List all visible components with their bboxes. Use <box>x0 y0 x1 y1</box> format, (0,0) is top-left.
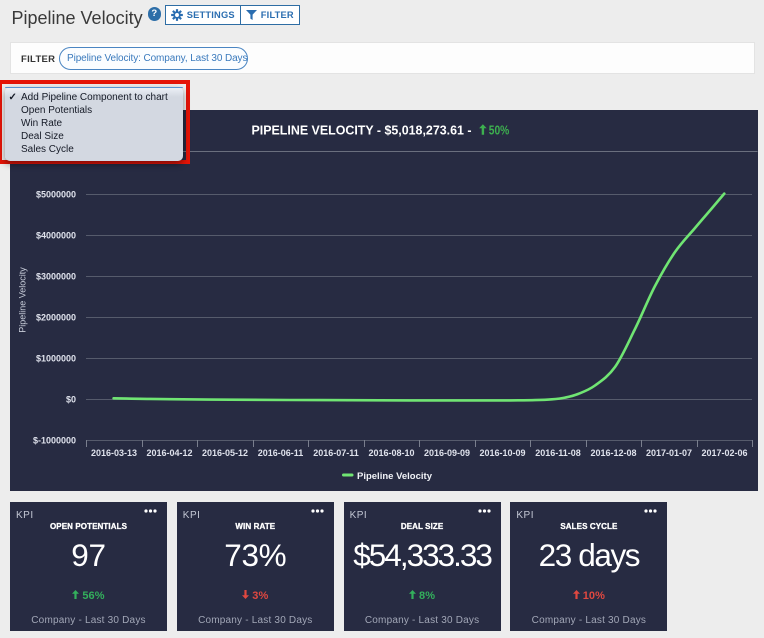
svg-text:2016-09-09: 2016-09-09 <box>424 448 470 458</box>
svg-text:$-1000000: $-1000000 <box>33 436 76 446</box>
svg-text:$0: $0 <box>66 395 76 405</box>
svg-text:2017-02-06: 2017-02-06 <box>701 448 747 458</box>
svg-text:Pipeline Velocity: Pipeline Velocity <box>18 267 28 333</box>
svg-text:$3000000: $3000000 <box>36 272 76 282</box>
svg-text:2017-01-07: 2017-01-07 <box>646 448 692 458</box>
svg-text:2016-03-13: 2016-03-13 <box>91 448 137 458</box>
svg-text:2016-06-11: 2016-06-11 <box>258 448 304 458</box>
svg-text:$1000000: $1000000 <box>36 354 76 364</box>
svg-text:2016-12-08: 2016-12-08 <box>590 448 636 458</box>
svg-text:$2000000: $2000000 <box>36 313 76 323</box>
svg-text:$5000000: $5000000 <box>36 190 76 200</box>
svg-text:2016-05-12: 2016-05-12 <box>202 448 248 458</box>
svg-text:2016-10-09: 2016-10-09 <box>479 448 525 458</box>
svg-text:2016-04-12: 2016-04-12 <box>146 448 192 458</box>
svg-text:$4000000: $4000000 <box>36 231 76 241</box>
svg-text:2016-08-10: 2016-08-10 <box>368 448 414 458</box>
svg-text:2016-07-11: 2016-07-11 <box>313 448 359 458</box>
svg-text:2016-11-08: 2016-11-08 <box>535 448 581 458</box>
svg-text:50%: 50% <box>489 124 510 138</box>
svg-text:Pipeline Velocity: Pipeline Velocity <box>357 471 433 482</box>
svg-text:PIPELINE VELOCITY - $5,018,273: PIPELINE VELOCITY - $5,018,273.61 - <box>252 123 472 138</box>
